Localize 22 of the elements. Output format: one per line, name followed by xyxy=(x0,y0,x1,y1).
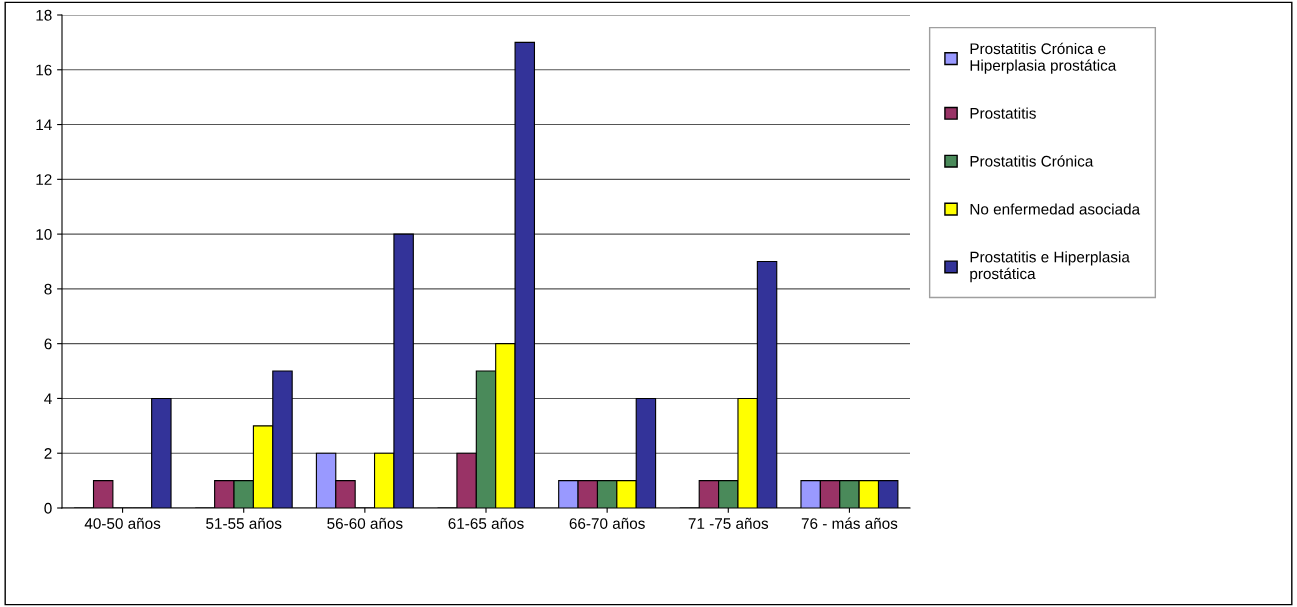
y-tick-label: 10 xyxy=(36,228,52,240)
y-tick-label: 12 xyxy=(36,174,52,185)
legend-label: Prostatitis xyxy=(970,107,1036,119)
legend-label: No enfermedad asociada xyxy=(970,203,1141,215)
y-tick-label: 6 xyxy=(44,338,52,350)
x-tick-label: 51-55 años xyxy=(206,517,282,529)
y-tick-label: 16 xyxy=(36,64,52,76)
x-tick-label: 76 - más años xyxy=(801,517,898,529)
y-tick-label: 0 xyxy=(44,502,52,514)
y-tick-label: 8 xyxy=(44,283,52,295)
x-tick-label: 40-50 años xyxy=(84,517,161,529)
x-tick-label: 56-60 años xyxy=(327,517,403,529)
x-tick-label: 71 -75 años xyxy=(688,517,769,529)
y-tick-label: 4 xyxy=(44,393,52,404)
legend-label: Prostatitis Crónica xyxy=(970,155,1094,167)
y-tick-label: 2 xyxy=(44,448,52,459)
x-tick-label: 66-70 años xyxy=(569,517,645,529)
legend-label: Prostatitis Crónica e Hiperplasia prostática xyxy=(970,42,1117,74)
x-tick-label: 61-65 años xyxy=(448,517,524,529)
y-tick-label: 14 xyxy=(36,119,52,131)
legend-label: Prostatitis e Hiperplasia prostática xyxy=(970,251,1130,283)
y-tick-label: 18 xyxy=(36,9,52,21)
